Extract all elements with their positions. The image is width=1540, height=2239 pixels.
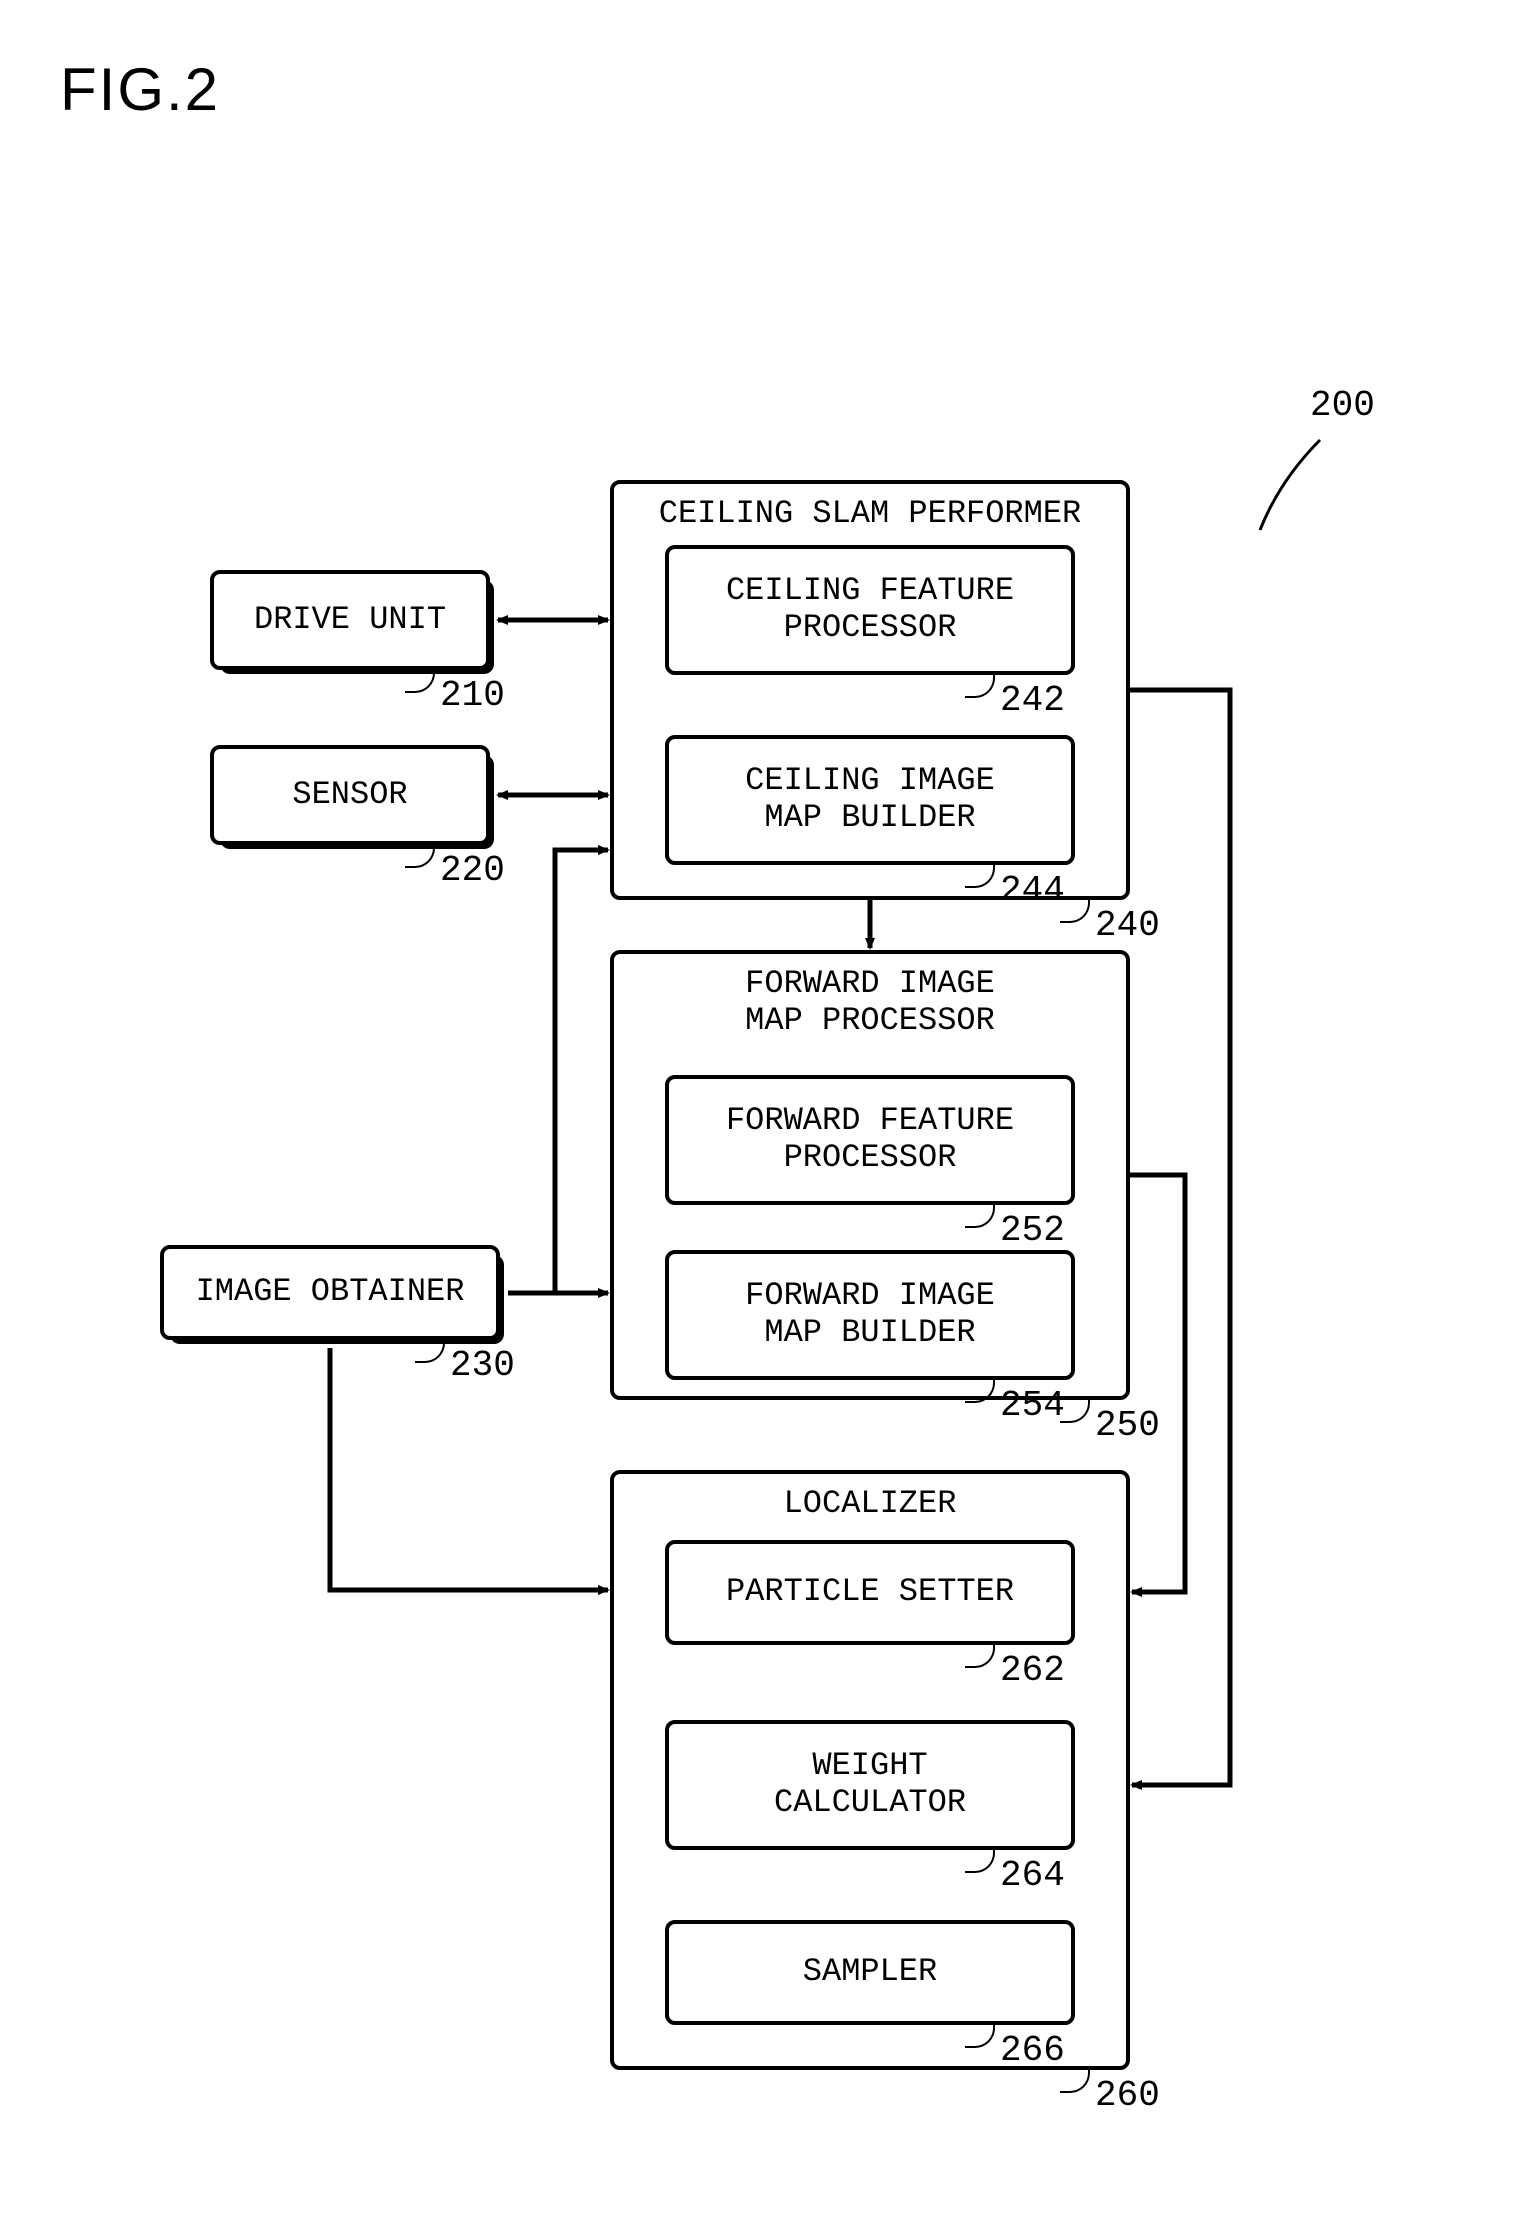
ref-230: 230 [450, 1345, 515, 1386]
box-ps: PARTICLE SETTER [665, 1540, 1075, 1645]
box-image-obtainer: IMAGE OBTAINER [160, 1245, 500, 1340]
cfp-label: CEILING FEATURE PROCESSOR [726, 573, 1014, 647]
ref-curve-220 [405, 843, 435, 868]
sensor-label: SENSOR [292, 777, 407, 814]
ref-260: 260 [1095, 2075, 1160, 2116]
box-cimb: CEILING IMAGE MAP BUILDER [665, 735, 1075, 865]
ref-240: 240 [1095, 905, 1160, 946]
fimb-label: FORWARD IMAGE MAP BUILDER [745, 1278, 995, 1352]
figure-title: FIG.2 [60, 55, 220, 124]
box-sampler: SAMPLER [665, 1920, 1075, 2025]
ref-curve-230 [415, 1338, 445, 1363]
ref-220: 220 [440, 850, 505, 891]
ps-label: PARTICLE SETTER [726, 1574, 1014, 1611]
ffp-label: FORWARD FEATURE PROCESSOR [726, 1103, 1014, 1177]
drive-unit-label: DRIVE UNIT [254, 602, 446, 639]
box-fimb: FORWARD IMAGE MAP BUILDER [665, 1250, 1075, 1380]
box-drive-unit: DRIVE UNIT [210, 570, 490, 670]
ref-200: 200 [1310, 385, 1375, 426]
ref-266: 266 [1000, 2030, 1065, 2071]
box-cfp: CEILING FEATURE PROCESSOR [665, 545, 1075, 675]
ref-264: 264 [1000, 1855, 1065, 1896]
ref-252: 252 [1000, 1210, 1065, 1251]
ref-244: 244 [1000, 870, 1065, 911]
ref-210: 210 [440, 675, 505, 716]
ref-curve-210 [405, 668, 435, 693]
box-wc: WEIGHT CALCULATOR [665, 1720, 1075, 1850]
wc-label: WEIGHT CALCULATOR [774, 1748, 966, 1822]
cimb-label: CEILING IMAGE MAP BUILDER [745, 763, 995, 837]
ceiling-title: CEILING SLAM PERFORMER [614, 496, 1126, 533]
ref-262: 262 [1000, 1650, 1065, 1691]
box-sensor: SENSOR [210, 745, 490, 845]
ref-250: 250 [1095, 1405, 1160, 1446]
box-ffp: FORWARD FEATURE PROCESSOR [665, 1075, 1075, 1205]
image-obtainer-label: IMAGE OBTAINER [196, 1274, 465, 1311]
sampler-label: SAMPLER [803, 1954, 937, 1991]
ref-curve-260 [1060, 2068, 1090, 2093]
ref-254: 254 [1000, 1385, 1065, 1426]
forward-title: FORWARD IMAGE MAP PROCESSOR [614, 966, 1126, 1040]
localizer-title: LOCALIZER [614, 1486, 1126, 1523]
ref-242: 242 [1000, 680, 1065, 721]
